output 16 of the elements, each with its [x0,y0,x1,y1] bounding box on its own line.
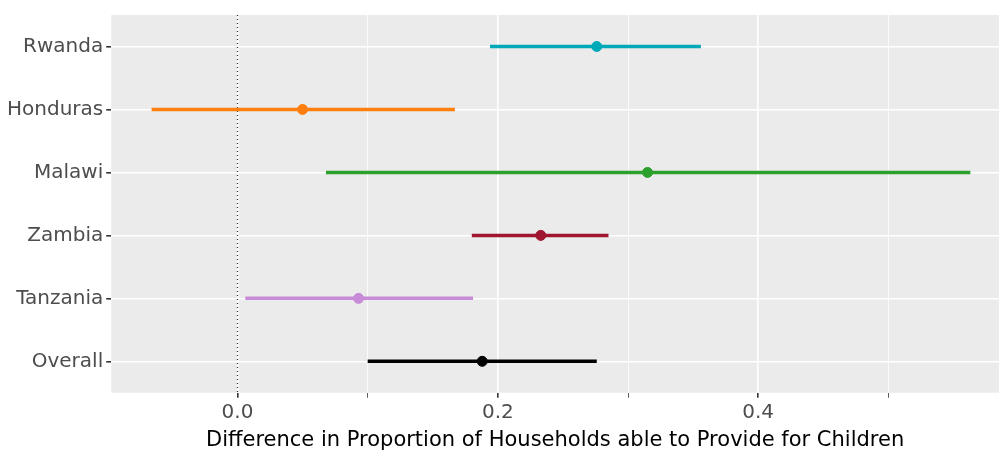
y-tick-label: Rwanda [23,32,104,57]
y-tick-label: Zambia [27,221,104,246]
x-tick-label: 0.2 [481,399,514,423]
point [642,166,654,178]
point [297,103,309,115]
point [591,40,603,52]
y-tick-label: Overall [31,347,104,372]
x-tick-label: 0.4 [742,399,775,423]
y-tick-label: Malawi [33,158,104,183]
x-axis-title: Difference in Proportion of Households able to Provide for Children [205,426,905,451]
point [535,229,547,241]
point [353,292,365,304]
y-tick-label: Honduras [6,95,104,120]
x-tick-label: 0.0 [221,399,254,423]
y-tick-label: Tanzania [15,284,104,309]
point [476,355,488,367]
